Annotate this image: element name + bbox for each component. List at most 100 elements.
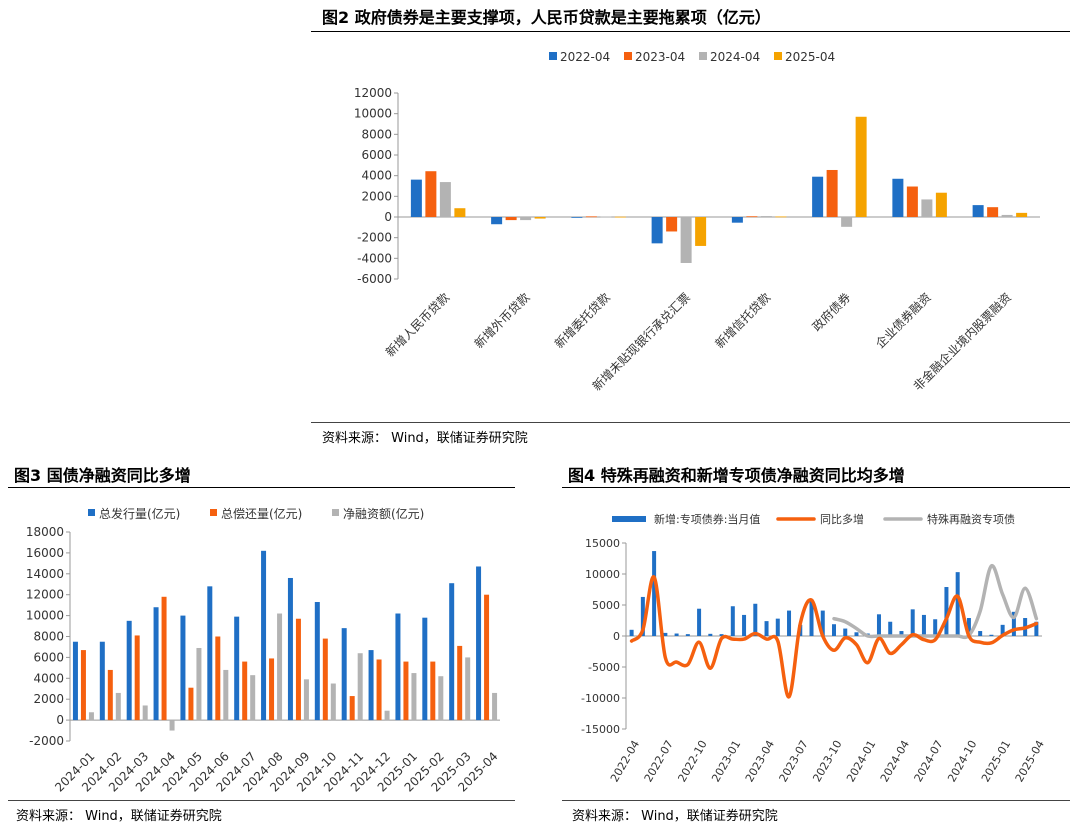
fig2-bar — [600, 216, 612, 218]
fig4-bar — [966, 618, 971, 636]
fig3-bar — [250, 675, 256, 721]
fig2-bar — [731, 217, 743, 223]
fig4-x-tick-label: 2023-01 — [709, 738, 743, 784]
fig4-y-tick-label: -15000 — [581, 723, 620, 736]
fig4-x-tick-label: 2022-07 — [642, 738, 676, 784]
fig3-bar — [242, 661, 248, 721]
fig4-y-tick-label: 10000 — [585, 568, 620, 581]
fig3-y-tick-label: 8000 — [33, 630, 64, 644]
fig4-bar — [832, 624, 836, 636]
fig2-legend-label: 2023-04 — [635, 50, 685, 64]
fig2-bar — [505, 217, 517, 221]
fig2-bar — [680, 217, 692, 263]
fig4-bar — [753, 603, 758, 636]
fig4-bar — [742, 614, 747, 636]
fig4-line-yoy — [629, 575, 1039, 699]
fig4-x-tick-label: 2023-04 — [743, 738, 777, 784]
fig2-bar — [571, 217, 583, 218]
fig3-bar — [322, 638, 328, 721]
fig3-bar — [438, 676, 444, 721]
fig3-bar — [99, 641, 105, 721]
fig2-legend-swatch — [549, 52, 557, 60]
fig2-y-tick-label: 12000 — [354, 86, 392, 100]
fig4-x-tick-label: 2022-10 — [675, 738, 709, 784]
fig2-legend-label: 2024-04 — [710, 50, 760, 64]
fig4-x-tick-label: 2023-10 — [810, 738, 844, 784]
fig4-bar — [843, 628, 848, 636]
fig4-source: 资料来源： Wind，联储证券研究院 — [572, 809, 778, 824]
fig3-bar — [88, 712, 94, 721]
fig4-x-tick-label: 2024-10 — [945, 738, 979, 784]
fig2-bar — [987, 207, 999, 217]
fig3-bar — [476, 566, 482, 721]
fig2-bar — [892, 178, 904, 217]
fig3-y-tick-label: 0 — [56, 713, 64, 727]
fig3-bar — [115, 692, 121, 721]
fig2-legend-label: 2025-04 — [785, 50, 835, 64]
fig4-bar — [629, 629, 634, 636]
fig4-legend-label: 同比多增 — [820, 512, 864, 526]
fig2-y-tick-label: 2000 — [361, 189, 392, 203]
fig3-bar — [449, 583, 455, 721]
fig4-y-tick-label: 5000 — [592, 599, 620, 612]
fig3-bar — [269, 658, 275, 721]
fig3-bar — [465, 657, 471, 721]
fig2-bar — [775, 216, 787, 218]
fig2-bar — [812, 176, 824, 217]
fig3-bar — [457, 645, 463, 721]
fig2-title-rule — [311, 31, 1070, 32]
fig3-legend-label: 总发行量(亿元) — [99, 506, 180, 521]
fig2-bar — [760, 216, 772, 217]
fig4-source-rule — [562, 800, 1070, 801]
fig3-bar — [223, 669, 229, 721]
fig3-y-tick-label: 2000 — [33, 692, 64, 706]
fig4-bar — [933, 619, 938, 636]
fig4-x-tick-label: 2022-04 — [608, 738, 642, 784]
fig2-bar — [921, 199, 933, 217]
fig3-bar — [126, 620, 132, 721]
fig4-x-tick-label: 2025-01 — [979, 738, 1013, 784]
fig4-bar — [787, 610, 792, 636]
fig2-legend-swatch — [774, 52, 782, 60]
fig3-bar — [142, 705, 148, 721]
fig3-bar — [72, 641, 78, 721]
fig3-bar — [349, 696, 355, 721]
fig2-legend-swatch — [699, 52, 707, 60]
fig4-x-tick-label: 2024-01 — [844, 738, 878, 784]
fig2-bar — [454, 208, 466, 217]
fig3-bar — [188, 687, 194, 721]
fig3-bar — [295, 618, 301, 721]
fig2-y-tick-label: -6000 — [357, 272, 392, 286]
fig4-title: 图4 特殊再融资和新增专项债净融资同比均多增 — [568, 466, 905, 485]
fig3-bar — [207, 586, 213, 721]
fig3-legend-swatch — [210, 509, 217, 516]
fig3-y-tick-label: 6000 — [33, 650, 64, 664]
fig4-line-special — [832, 564, 1039, 640]
fig2-y-tick-label: 10000 — [354, 107, 392, 121]
fig3-bar — [303, 679, 309, 721]
fig4-legend-label: 特殊再融资专项债 — [927, 512, 1015, 526]
fig2-bar — [585, 216, 597, 218]
fig3-source: 资料来源： Wind，联储证券研究院 — [16, 809, 222, 824]
fig2-bar — [425, 171, 437, 217]
fig4-bar — [1000, 624, 1005, 636]
fig4-x-tick-label: 2024-07 — [912, 738, 946, 784]
fig4-bar — [1011, 611, 1016, 636]
fig2-y-tick-label: 6000 — [361, 148, 392, 162]
fig4-legend-swatch — [612, 516, 646, 522]
fig3-bar — [134, 635, 140, 721]
fig2-bar — [651, 217, 663, 244]
fig2-bar — [935, 192, 947, 217]
fig2-title: 图2 政府债券是主要支撑项，人民币贷款是主要拖累项（亿元） — [322, 8, 771, 27]
fig2-bar — [1016, 212, 1028, 217]
fig3-bar — [376, 659, 382, 721]
fig4-bar — [989, 634, 994, 636]
fig4-bar — [978, 631, 983, 636]
fig4-bar — [910, 609, 915, 636]
fig4-legend-label: 新增:专项债券:当月值 — [654, 512, 760, 526]
fig4-bar — [640, 596, 645, 636]
fig2-bar — [520, 217, 532, 221]
fig2-legend-label: 2022-04 — [560, 50, 610, 64]
